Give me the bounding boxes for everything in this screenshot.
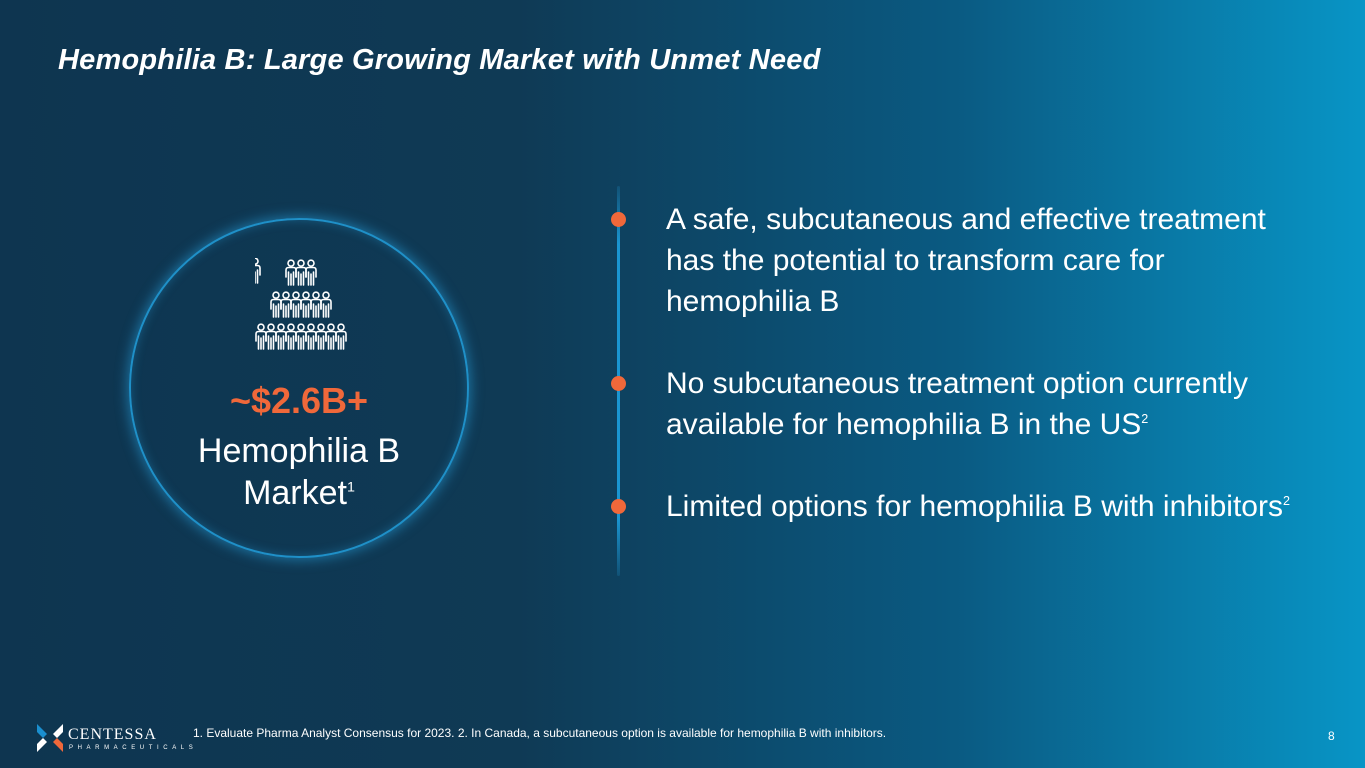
logo-subtitle: PHARMACEUTICALS (69, 745, 198, 751)
market-value: ~$2.6B+ (229, 380, 369, 421)
bullet-dot (611, 376, 626, 391)
bullet-text: No subcutaneous treatment option current… (666, 367, 1248, 441)
market-label: Hemophilia B Market1 (129, 430, 469, 514)
bullet-dot (611, 212, 626, 227)
footnote: 1. Evaluate Pharma Analyst Consensus for… (193, 726, 887, 740)
bullet-item-3: Limited options for hemophilia B with in… (666, 486, 1316, 527)
slide-title: Hemophilia B: Large Growing Market with … (58, 44, 821, 76)
market-label-text: Market (243, 474, 347, 512)
bullet-text: A safe, subcutaneous and effective treat… (666, 203, 1266, 318)
page-number: 8 (1328, 729, 1335, 743)
centessa-logo-icon (37, 724, 63, 752)
people-group-icon (255, 258, 347, 350)
bullet-dot (611, 499, 626, 514)
market-label-line2: Market1 (129, 472, 469, 514)
market-circle (129, 218, 469, 558)
market-label-line1: Hemophilia B (197, 432, 401, 470)
bullet-text: Limited options for hemophilia B with in… (666, 490, 1283, 523)
footnote-ref: 2 (1141, 412, 1149, 426)
bullet-item-1: A safe, subcutaneous and effective treat… (666, 199, 1316, 322)
footnote-ref: 1 (346, 479, 355, 496)
footnote-ref: 2 (1282, 494, 1290, 508)
bullet-item-2: No subcutaneous treatment option current… (666, 363, 1316, 445)
logo-name: CENTESSA (68, 726, 157, 743)
